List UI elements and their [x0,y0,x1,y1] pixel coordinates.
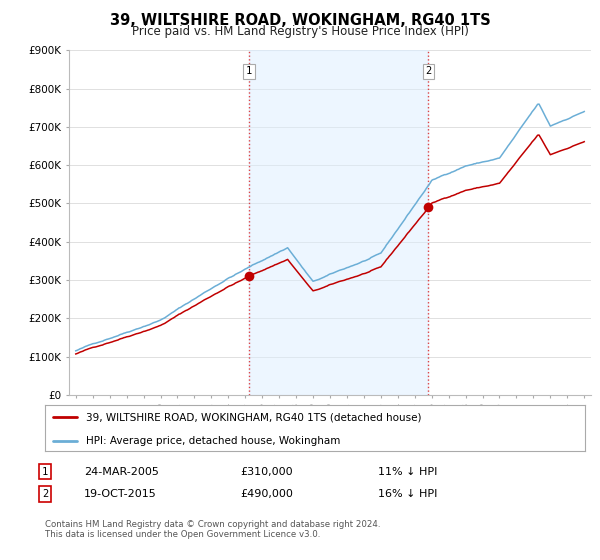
Text: 2: 2 [425,67,431,77]
Text: £490,000: £490,000 [240,489,293,499]
Bar [249,50,428,395]
Text: 19-OCT-2015: 19-OCT-2015 [84,489,157,499]
Text: Contains HM Land Registry data © Crown copyright and database right 2024.
This d: Contains HM Land Registry data © Crown c… [45,520,380,539]
Text: 2: 2 [42,489,48,499]
Text: 11% ↓ HPI: 11% ↓ HPI [378,466,437,477]
Text: £310,000: £310,000 [240,466,293,477]
Text: 16% ↓ HPI: 16% ↓ HPI [378,489,437,499]
Text: 24-MAR-2005: 24-MAR-2005 [84,466,159,477]
Text: Price paid vs. HM Land Registry's House Price Index (HPI): Price paid vs. HM Land Registry's House … [131,25,469,38]
Text: 39, WILTSHIRE ROAD, WOKINGHAM, RG40 1TS: 39, WILTSHIRE ROAD, WOKINGHAM, RG40 1TS [110,13,490,29]
Text: 39, WILTSHIRE ROAD, WOKINGHAM, RG40 1TS (detached house): 39, WILTSHIRE ROAD, WOKINGHAM, RG40 1TS … [86,412,421,422]
Text: HPI: Average price, detached house, Wokingham: HPI: Average price, detached house, Woki… [86,436,340,446]
Text: 1: 1 [42,466,48,477]
Text: 1: 1 [246,67,252,77]
